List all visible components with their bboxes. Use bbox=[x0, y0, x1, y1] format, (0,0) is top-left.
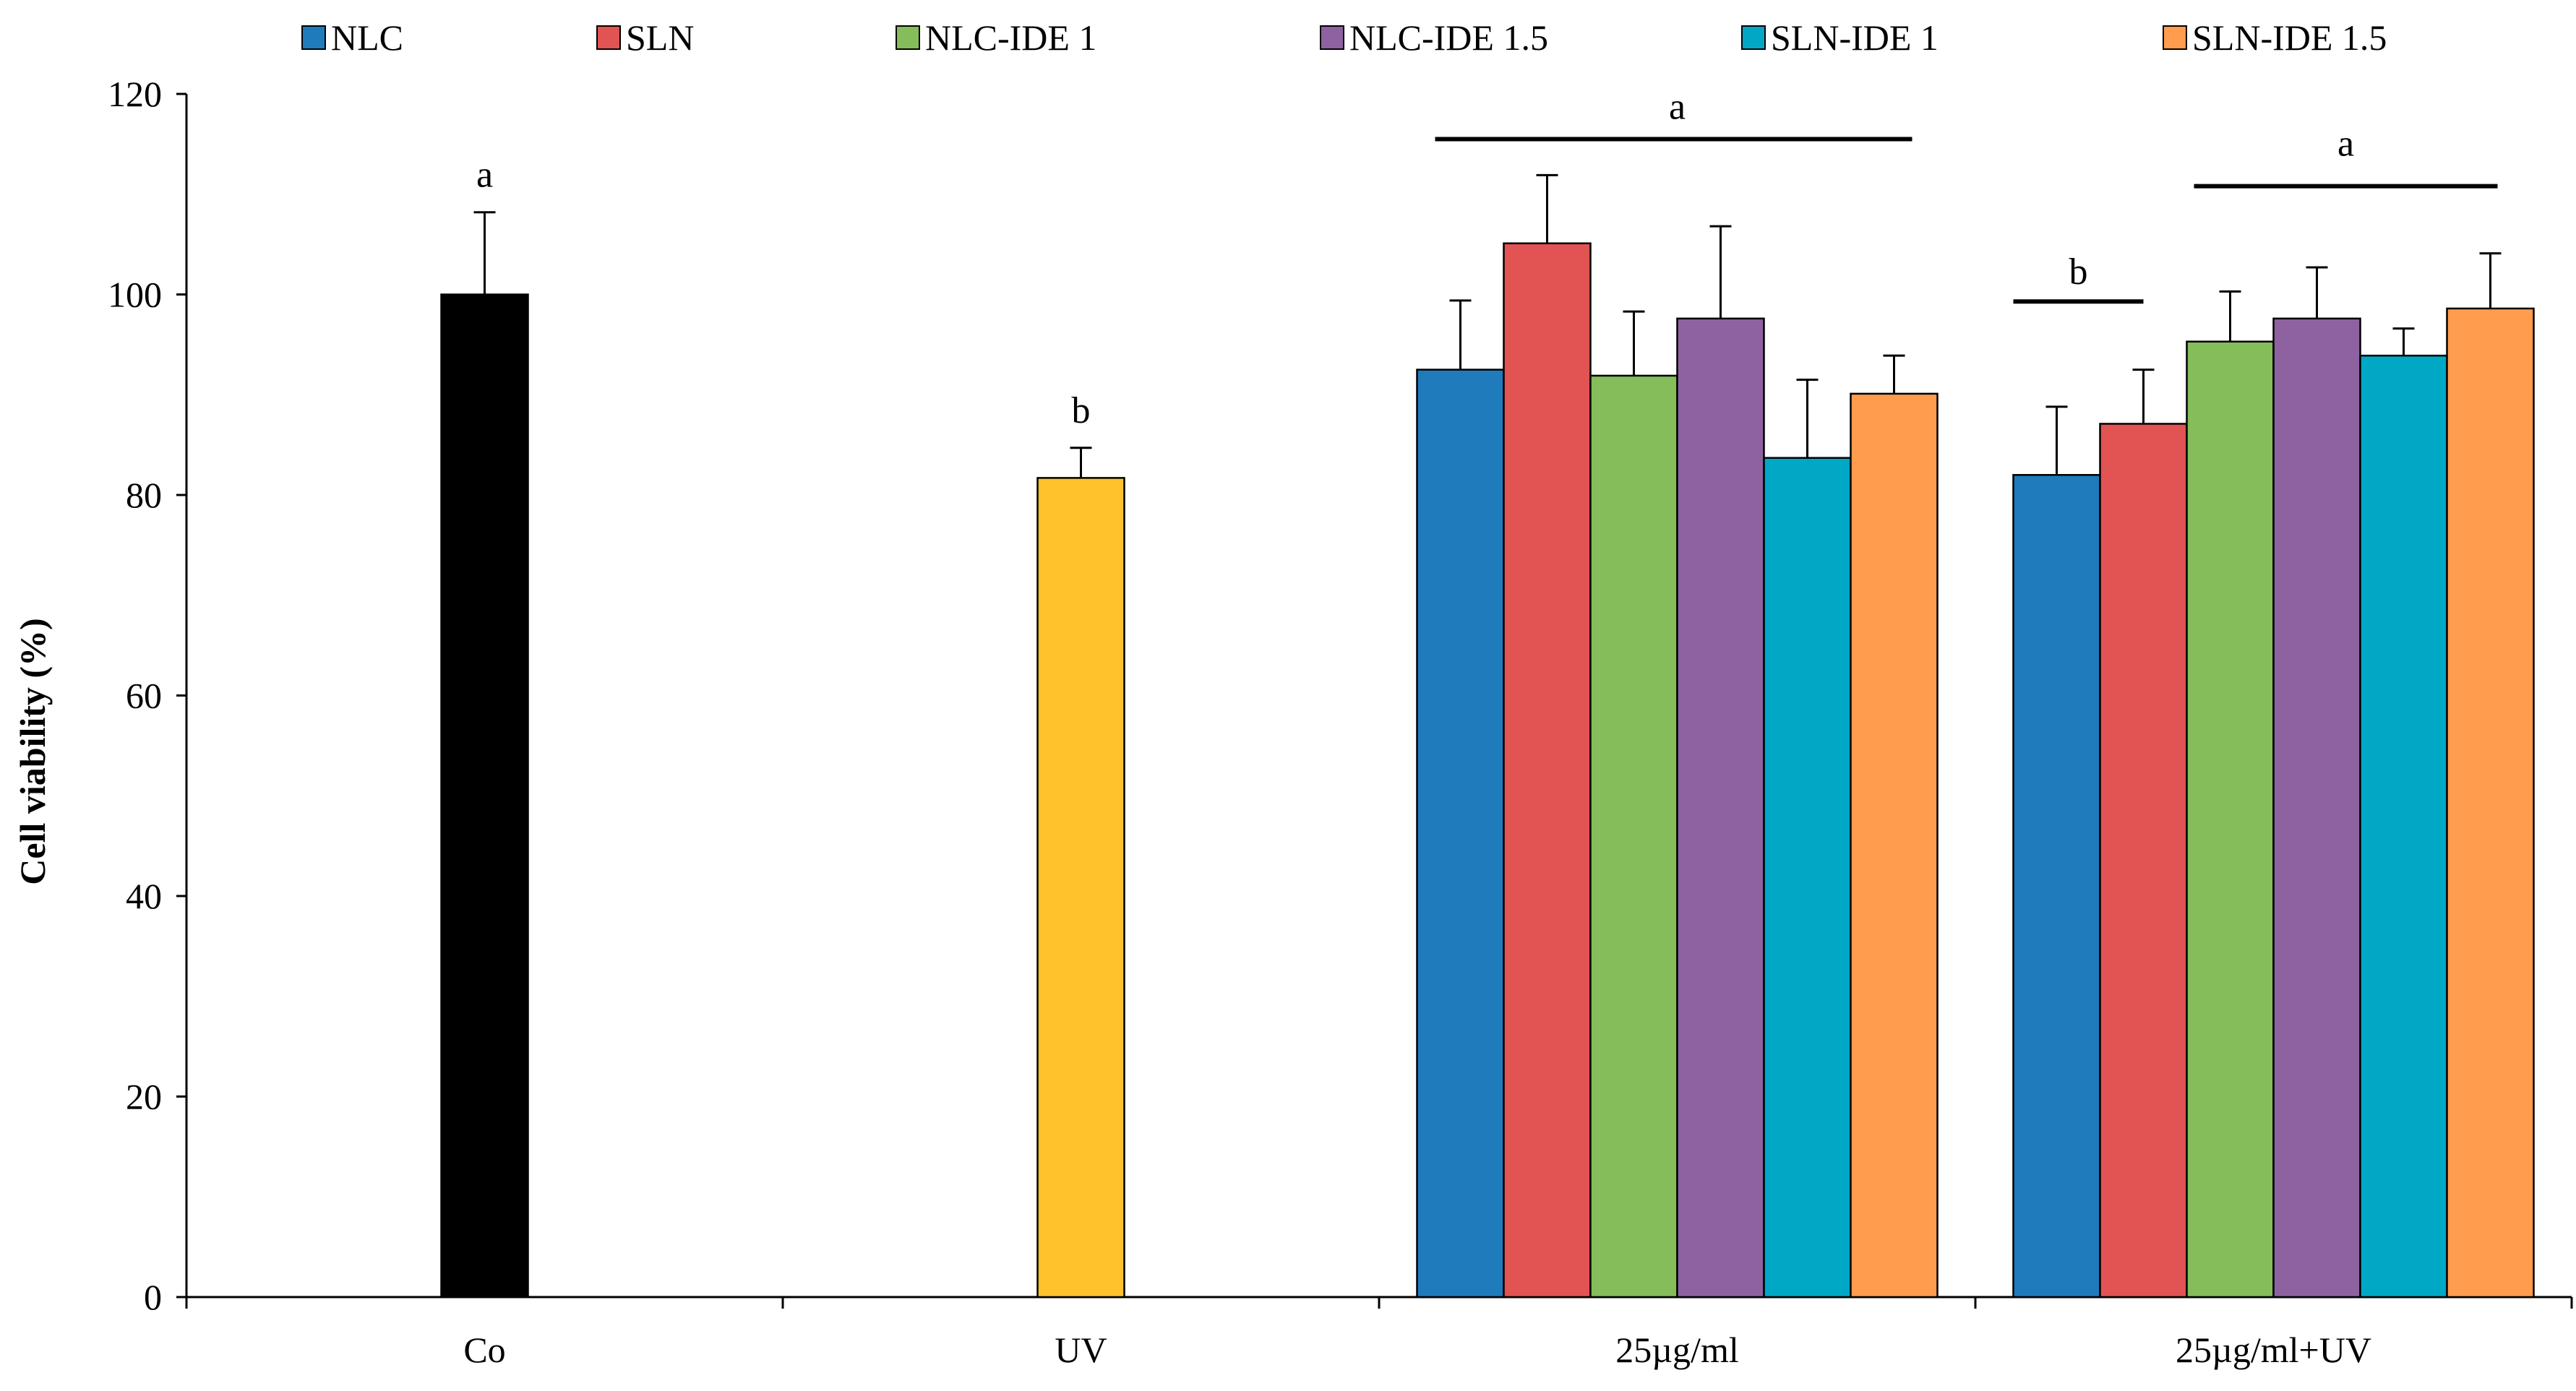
bar-2-5 bbox=[1850, 392, 1939, 1299]
legend: NLC SLN NLC-IDE 1 NLC-IDE 1.5 SLN-IDE 1 SLN-I… bbox=[301, 17, 2387, 58]
y-tick-label-4: 80 bbox=[126, 475, 162, 515]
x-tick-label-0: Co bbox=[463, 1330, 505, 1370]
x-tick-label-2: 25µg/ml bbox=[1615, 1330, 1738, 1370]
legend-label-1: SLN bbox=[626, 17, 694, 58]
bar-3-0 bbox=[2012, 474, 2101, 1299]
bar-3-5 bbox=[2446, 307, 2535, 1299]
legend-label-0: NLC bbox=[331, 17, 403, 58]
legend-swatch-2 bbox=[896, 25, 920, 50]
significance-letter-4: a bbox=[2337, 124, 2354, 165]
y-tick-label-5: 100 bbox=[108, 275, 162, 315]
bar-3-1 bbox=[2099, 423, 2188, 1299]
bar-3-3 bbox=[2272, 317, 2361, 1299]
bar-0-0 bbox=[440, 293, 529, 1299]
y-axis-title-group: Cell viability (%) bbox=[12, 618, 53, 884]
legend-swatch-0 bbox=[301, 25, 326, 50]
bar-2-3 bbox=[1676, 317, 1765, 1299]
x-tick-label-3: 25µg/ml+UV bbox=[2176, 1330, 2371, 1370]
bar-3-2 bbox=[2186, 340, 2275, 1299]
significance-letter-3: b bbox=[2069, 251, 2088, 293]
error-bars bbox=[473, 173, 2502, 478]
bar-2-1 bbox=[1503, 242, 1592, 1299]
y-tick-label-2: 40 bbox=[126, 876, 162, 916]
significance-letter-1: b bbox=[1072, 390, 1091, 431]
legend-label-5: SLN-IDE 1.5 bbox=[2192, 17, 2387, 58]
legend-swatch-4 bbox=[1741, 25, 1766, 50]
significance-letter-2: a bbox=[1669, 86, 1686, 127]
legend-swatch-3 bbox=[1320, 25, 1344, 50]
y-tick-label-0: 0 bbox=[144, 1277, 162, 1317]
bar-1-0 bbox=[1036, 477, 1125, 1299]
significance-letter-0: a bbox=[476, 155, 493, 196]
bar-3-4 bbox=[2359, 354, 2448, 1299]
legend-swatch-1 bbox=[596, 25, 621, 50]
bars bbox=[440, 242, 2535, 1299]
significance-annotations: a b a b a bbox=[476, 86, 2498, 431]
y-axis: 0 20 40 60 80 100 120 bbox=[108, 74, 188, 1317]
x-tick-label-1: UV bbox=[1055, 1330, 1107, 1370]
bar-2-2 bbox=[1589, 374, 1678, 1299]
y-tick-label-3: 60 bbox=[126, 676, 162, 716]
legend-label-3: NLC-IDE 1.5 bbox=[1349, 17, 1548, 58]
bar-2-0 bbox=[1416, 369, 1505, 1299]
y-tick-label-1: 20 bbox=[126, 1077, 162, 1117]
legend-label-4: SLN-IDE 1 bbox=[1771, 17, 1939, 58]
y-axis-title: Cell viability (%) bbox=[12, 618, 53, 884]
legend-label-2: NLC-IDE 1 bbox=[925, 17, 1096, 58]
x-axis: Co UV 25µg/ml 25µg/ml+UV bbox=[185, 1296, 2573, 1370]
bar-2-4 bbox=[1763, 457, 1852, 1299]
y-tick-label-6: 120 bbox=[108, 74, 162, 114]
legend-swatch-5 bbox=[2163, 25, 2187, 50]
